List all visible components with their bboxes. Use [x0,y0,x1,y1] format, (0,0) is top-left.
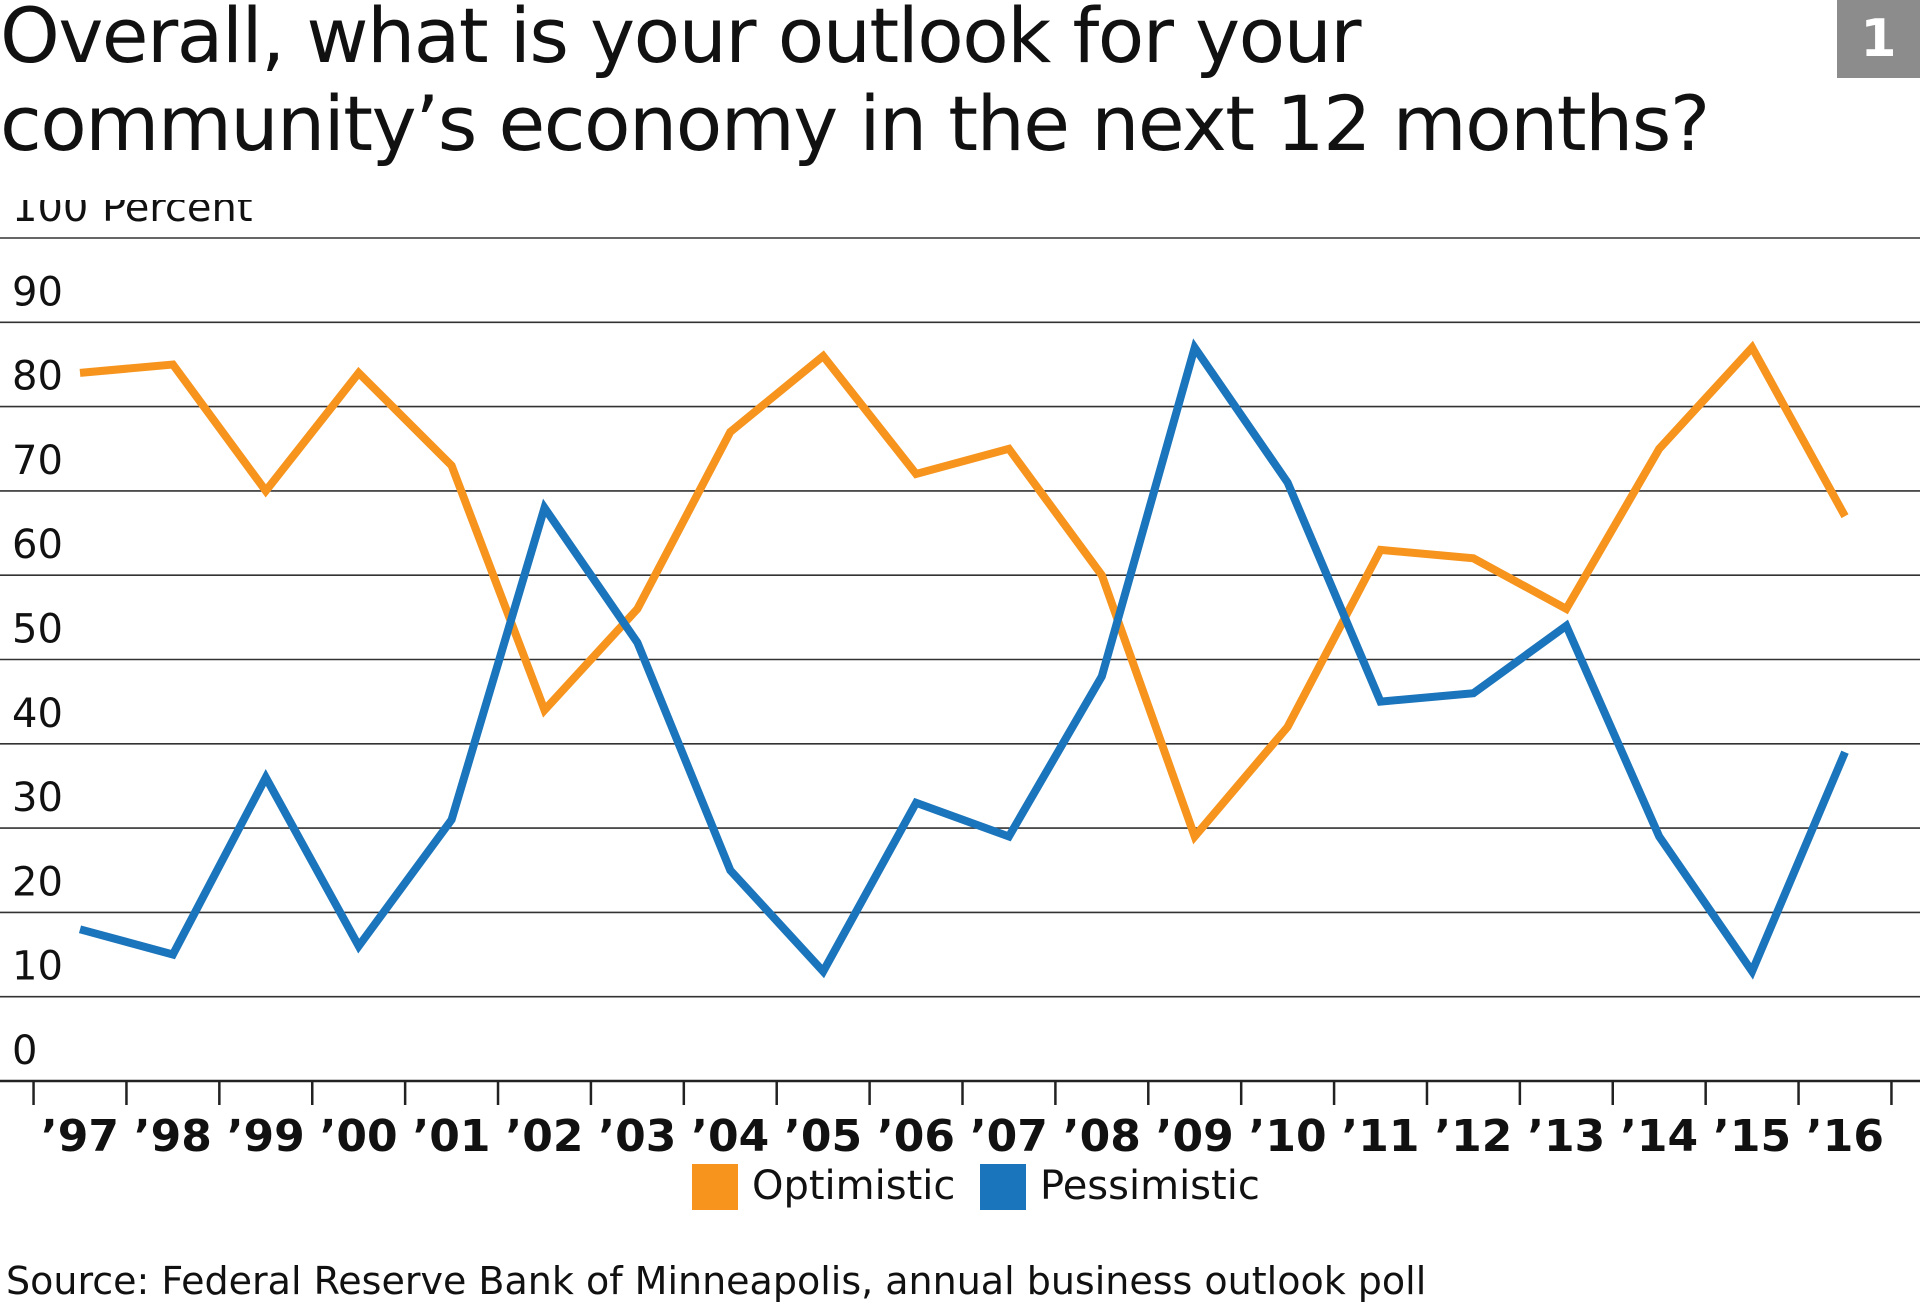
source-note: Source: Federal Reserve Bank of Minneapo… [6,1259,1427,1303]
y-tick-label-80: 80 [12,354,63,400]
x-tick-label: ’02 [505,1111,583,1162]
x-tick-label: ’01 [413,1111,491,1162]
series-lines [78,338,1849,980]
y-axis-ticks: 0 10 20 30 40 50 60 70 80 90 100 [12,200,88,1074]
y-tick-label-20: 20 [12,859,63,905]
legend-label-optimistic: Optimistic [752,1163,955,1209]
x-tick-label: ’13 [1527,1111,1605,1162]
x-tick-label: ’98 [134,1111,212,1162]
series-line-optimistic [79,340,1849,845]
x-tick-label: ’08 [1063,1111,1141,1162]
x-tick-label: ’16 [1806,1111,1884,1162]
y-tick-label-70: 70 [12,438,63,484]
x-tick-label: ’07 [970,1111,1048,1162]
y-tick-label-60: 60 [12,522,63,568]
gridlines [0,237,1920,998]
y-tick-label-90: 90 [12,269,63,315]
x-tick-label: ’99 [227,1111,305,1162]
line-chart: 0 10 20 30 40 50 60 70 80 90 100 Percent ’97 ’98 ’99… [0,200,1920,1210]
legend-swatch-optimistic [692,1164,738,1210]
chart-title-line-1: Overall, what is your outlook for your [0,0,1361,80]
x-tick-label: ’00 [320,1111,398,1162]
y-tick-label-30: 30 [12,775,63,821]
x-tick-label: ’15 [1713,1111,1791,1162]
y-tick-label-0: 0 [12,1028,37,1074]
x-tick-label: ’03 [598,1111,676,1162]
y-tick-label-100: 100 [12,200,88,231]
chart-title-line-2: community’s economy in the next 12 month… [0,79,1710,168]
x-tick-label: ’05 [784,1111,862,1162]
legend-swatch-pessimistic [980,1164,1026,1210]
y-tick-label-40: 40 [12,691,63,737]
x-tick-label: ’97 [41,1111,119,1162]
x-tick-label: ’12 [1434,1111,1512,1162]
legend-label-pessimistic: Pessimistic [1040,1163,1260,1209]
x-tick-label: ’04 [691,1111,769,1162]
series-line-pessimistic [78,338,1849,980]
x-tick-label: ’11 [1342,1111,1420,1162]
y-axis-label: Percent [102,200,253,231]
figure-number-badge: 1 [1837,0,1920,78]
x-axis: ’97 ’98 ’99 ’00 ’01 ’02 ’03 ’04 ’05 ’06 ’07 ’08 ’09 ’… [0,1079,1920,1162]
y-tick-label-50: 50 [12,607,63,653]
x-tick-label: ’06 [877,1111,955,1162]
legend: Optimistic Pessimistic [692,1163,1260,1210]
y-tick-label-10: 10 [12,944,63,990]
x-tick-label: ’10 [1249,1111,1327,1162]
x-tick-label: ’14 [1620,1111,1698,1162]
x-tick-label: ’09 [1156,1111,1234,1162]
chart-title: Overall, what is your outlook for your c… [0,0,1760,168]
